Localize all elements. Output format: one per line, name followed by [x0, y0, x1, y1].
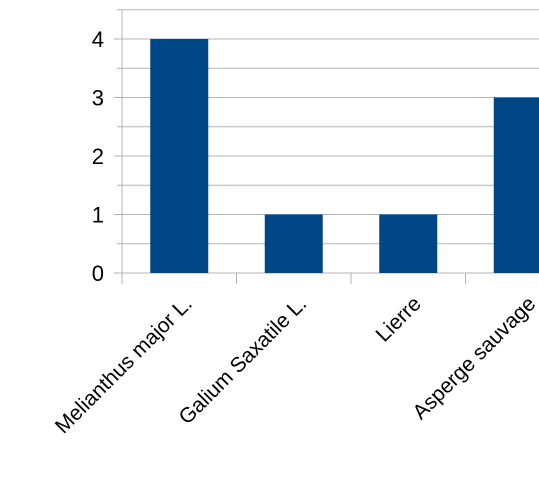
- y-tick-label: 4: [92, 27, 104, 52]
- x-tick-labels: Melianthus major L.Galium Saxatile L. Lie…: [51, 292, 539, 438]
- bars: [150, 39, 539, 273]
- x-tick-label: Lierre: [372, 292, 426, 346]
- y-tick-label: 1: [92, 203, 104, 228]
- y-tick-label: 3: [92, 86, 104, 111]
- y-tick-label: 0: [92, 261, 104, 286]
- x-tick-label: Melianthus major L.: [51, 292, 197, 438]
- x-tick-label: Galium Saxatile L.: [175, 292, 312, 429]
- bar-lierre: [379, 214, 438, 273]
- y-tick-labels: 0 1 2 3 4: [92, 27, 104, 286]
- bar-asperge-sauvage: [493, 97, 539, 273]
- bar-melianthus-major-l: [150, 39, 209, 273]
- bar-galium-saxatile-l: [264, 214, 323, 273]
- y-tick-label: 2: [92, 144, 104, 169]
- x-tick-label: Asperge sauvage: [408, 292, 539, 424]
